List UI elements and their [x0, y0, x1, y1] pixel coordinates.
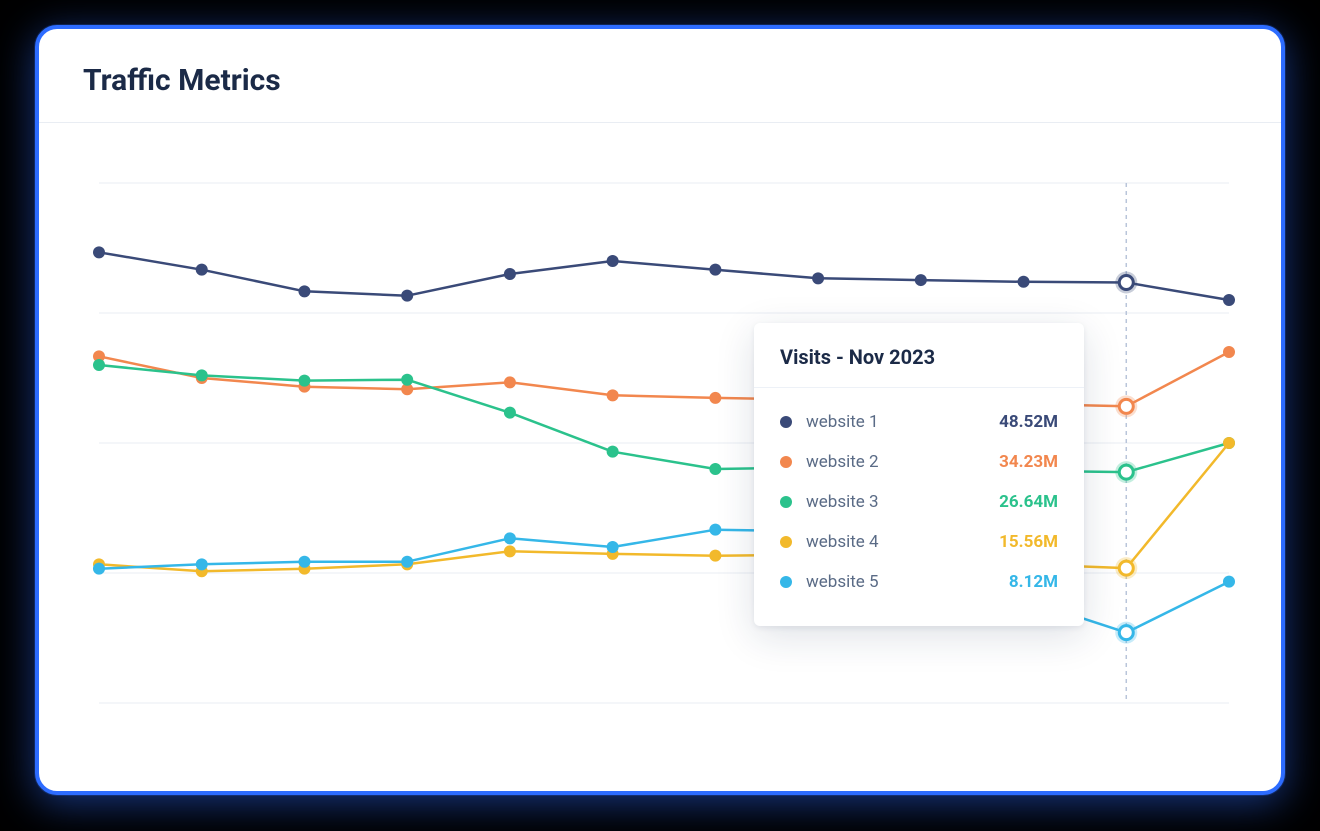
traffic-line-chart[interactable] [39, 123, 1283, 743]
legend-dot-icon [780, 496, 792, 508]
series-marker-website4[interactable] [1223, 437, 1235, 449]
series-marker-highlight-website1[interactable] [1119, 275, 1133, 289]
series-marker-website2[interactable] [607, 389, 619, 401]
tooltip-row-website5: website 58.12M [780, 562, 1058, 602]
series-marker-website1[interactable] [1223, 294, 1235, 306]
series-marker-website5[interactable] [607, 541, 619, 553]
tooltip-series-label: website 3 [806, 492, 999, 512]
chart-container: Visits - Nov 2023 website 148.52Mwebsite… [39, 123, 1281, 743]
series-marker-website3[interactable] [196, 369, 208, 381]
tooltip-row-website3: website 326.64M [780, 482, 1058, 522]
series-marker-website3[interactable] [504, 407, 516, 419]
series-marker-website3[interactable] [709, 463, 721, 475]
series-marker-highlight-website3[interactable] [1119, 465, 1133, 479]
series-marker-website1[interactable] [93, 246, 105, 258]
series-marker-website5[interactable] [504, 532, 516, 544]
tooltip-series-label: website 4 [806, 532, 999, 552]
series-marker-website1[interactable] [915, 274, 927, 286]
series-line-website1 [99, 252, 1229, 300]
series-marker-website1[interactable] [812, 272, 824, 284]
series-marker-website3[interactable] [607, 446, 619, 458]
tooltip-series-label: website 2 [806, 452, 999, 472]
legend-dot-icon [780, 576, 792, 588]
series-marker-highlight-website5[interactable] [1119, 626, 1133, 640]
series-marker-website1[interactable] [298, 285, 310, 297]
tooltip-title: Visits - Nov 2023 [754, 323, 1084, 387]
tooltip-row-website2: website 234.23M [780, 442, 1058, 482]
tooltip-series-value: 15.56M [999, 532, 1058, 552]
legend-dot-icon [780, 416, 792, 428]
tooltip-series-value: 48.52M [999, 412, 1058, 432]
series-marker-website3[interactable] [401, 374, 413, 386]
metrics-card: Traffic Metrics Visits - Nov 2023 websit… [35, 25, 1285, 795]
series-marker-website2[interactable] [504, 376, 516, 388]
series-marker-website4[interactable] [504, 545, 516, 557]
tooltip-row-website1: website 148.52M [780, 402, 1058, 442]
series-marker-website3[interactable] [298, 375, 310, 387]
series-marker-website2[interactable] [1223, 346, 1235, 358]
tooltip-series-value: 8.12M [1009, 572, 1058, 592]
tooltip-series-value: 34.23M [999, 452, 1058, 472]
tooltip-series-label: website 5 [806, 572, 1009, 592]
series-marker-website5[interactable] [93, 563, 105, 575]
series-marker-highlight-website2[interactable] [1119, 399, 1133, 413]
series-marker-website3[interactable] [93, 359, 105, 371]
series-marker-website1[interactable] [709, 264, 721, 276]
series-marker-website1[interactable] [504, 268, 516, 280]
tooltip-series-label: website 1 [806, 412, 999, 432]
chart-tooltip: Visits - Nov 2023 website 148.52Mwebsite… [754, 323, 1084, 626]
series-marker-highlight-website4[interactable] [1119, 561, 1133, 575]
series-marker-website5[interactable] [709, 524, 721, 536]
series-marker-website5[interactable] [298, 556, 310, 568]
tooltip-rows: website 148.52Mwebsite 234.23Mwebsite 32… [754, 388, 1084, 626]
series-marker-website5[interactable] [1223, 576, 1235, 588]
series-marker-website4[interactable] [709, 550, 721, 562]
series-marker-website1[interactable] [1018, 276, 1030, 288]
tooltip-row-website4: website 415.56M [780, 522, 1058, 562]
series-marker-website5[interactable] [401, 556, 413, 568]
series-marker-website1[interactable] [196, 264, 208, 276]
series-marker-website1[interactable] [401, 290, 413, 302]
legend-dot-icon [780, 536, 792, 548]
legend-dot-icon [780, 456, 792, 468]
series-marker-website5[interactable] [196, 558, 208, 570]
tooltip-series-value: 26.64M [999, 492, 1058, 512]
series-marker-website1[interactable] [607, 255, 619, 267]
card-title: Traffic Metrics [39, 29, 1281, 122]
series-marker-website2[interactable] [709, 392, 721, 404]
